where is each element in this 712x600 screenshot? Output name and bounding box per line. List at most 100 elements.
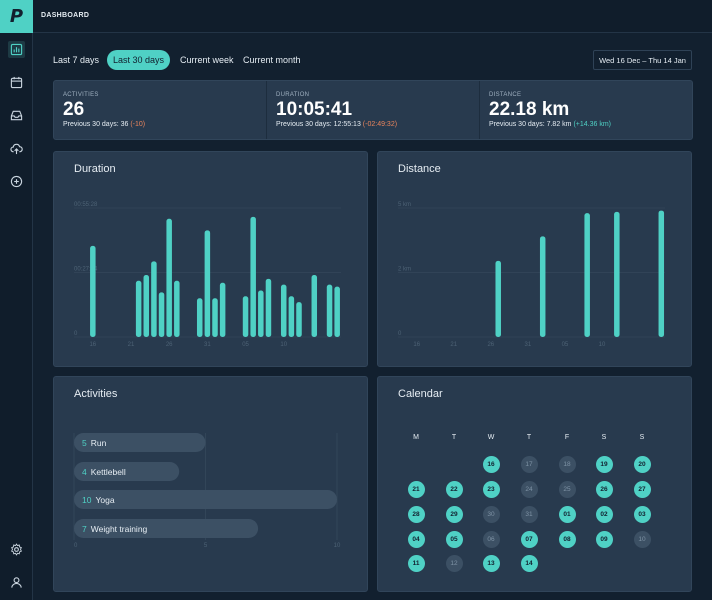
stat-divider xyxy=(479,81,480,139)
bar-chart-icon[interactable] xyxy=(8,41,25,58)
bar[interactable] xyxy=(212,298,218,337)
calendar-day[interactable]: 16 xyxy=(482,455,500,473)
bar[interactable] xyxy=(258,290,264,337)
calendar-day[interactable]: 04 xyxy=(407,530,425,548)
x-tick-label: 26 xyxy=(487,342,494,348)
activity-bar[interactable] xyxy=(74,433,206,452)
plus-circle-icon[interactable] xyxy=(8,173,25,190)
bar[interactable] xyxy=(280,284,287,337)
stat-duration: DURATION 10:05:41 Previous 30 days: 12:5… xyxy=(267,81,479,139)
bar[interactable] xyxy=(166,218,172,337)
weekday-label: T xyxy=(526,434,532,441)
calendar-day[interactable]: 23 xyxy=(482,480,500,498)
calendar-day[interactable]: 26 xyxy=(595,480,613,498)
calendar-day[interactable]: 18 xyxy=(558,455,576,473)
bar[interactable] xyxy=(334,286,340,337)
y-tick-label: 2 km xyxy=(398,267,411,273)
activity-bar[interactable] xyxy=(74,462,180,481)
stat-previous-label: Previous 30 days: 36 xyxy=(63,121,129,128)
bar[interactable] xyxy=(250,216,256,337)
y-tick-label: 5 km xyxy=(398,202,411,208)
duration-panel: Duration 0 00:27:44 00:55:28 16 21 26 31 05 10 xyxy=(53,151,368,367)
activity-label: 4 Kettlebell xyxy=(82,467,126,477)
bar[interactable] xyxy=(204,230,211,337)
calendar-day[interactable]: 21 xyxy=(407,480,425,498)
calendar-day[interactable]: 14 xyxy=(520,554,538,572)
calendar-day[interactable]: 25 xyxy=(558,480,576,498)
activity-label: 5 Run xyxy=(82,438,106,448)
calendar-icon[interactable] xyxy=(8,74,25,91)
calendar-day[interactable]: 12 xyxy=(445,554,463,572)
stat-label: ACTIVITIES xyxy=(63,92,99,98)
calendar-day[interactable]: 01 xyxy=(558,505,576,523)
bar[interactable] xyxy=(265,278,272,337)
calendar-day[interactable]: 27 xyxy=(633,480,651,498)
calendar-day[interactable]: 10 xyxy=(633,530,651,548)
date-range-picker[interactable]: Wed 16 Dec – Thu 14 Jan xyxy=(593,50,692,70)
panel-title: Distance xyxy=(398,163,441,175)
bar[interactable] xyxy=(151,261,157,337)
user-icon[interactable] xyxy=(8,574,25,591)
calendar-day[interactable]: 08 xyxy=(558,530,576,548)
calendar-day[interactable]: 22 xyxy=(445,480,463,498)
filter-last-30-days[interactable]: Last 30 days xyxy=(107,50,171,70)
calendar-day[interactable]: 24 xyxy=(520,480,538,498)
calendar-day[interactable]: 11 xyxy=(407,554,425,572)
stat-change: (-02:49:32) xyxy=(362,121,398,128)
bar[interactable] xyxy=(90,245,96,337)
weekday-label: F xyxy=(564,434,570,441)
activity-bar[interactable] xyxy=(74,519,259,538)
weekday-label: T xyxy=(451,434,457,441)
x-tick-label: 5 xyxy=(204,543,208,549)
cloud-upload-icon[interactable] xyxy=(8,140,25,157)
bar[interactable] xyxy=(296,302,302,337)
x-tick-label: 16 xyxy=(89,342,96,348)
calendar-day[interactable]: 17 xyxy=(520,455,538,473)
bar[interactable] xyxy=(495,260,501,337)
bar[interactable] xyxy=(158,292,165,337)
bar[interactable] xyxy=(196,298,203,337)
panel-title: Activities xyxy=(74,388,118,400)
bar[interactable] xyxy=(658,210,665,337)
stat-previous-label: Previous 30 days: 12:55:13 xyxy=(276,121,361,128)
topbar: DASHBOARD xyxy=(33,0,712,33)
bar[interactable] xyxy=(311,274,318,337)
calendar-day[interactable]: 02 xyxy=(595,505,613,523)
calendar-day[interactable]: 19 xyxy=(595,455,613,473)
bar[interactable] xyxy=(614,211,620,337)
activity-name: Kettlebell xyxy=(90,467,126,477)
filter-last-7-days[interactable]: Last 7 days xyxy=(53,55,100,65)
bar[interactable] xyxy=(539,236,546,337)
weekday-label: W xyxy=(487,434,495,441)
bar[interactable] xyxy=(219,282,226,337)
filter-current-month[interactable]: Current month xyxy=(243,55,301,65)
calendar-day[interactable]: 06 xyxy=(482,530,500,548)
calendar-day[interactable]: 29 xyxy=(445,505,463,523)
calendar-day[interactable]: 07 xyxy=(520,530,538,548)
x-tick-label: 31 xyxy=(204,342,211,348)
calendar-day[interactable]: 28 xyxy=(407,505,425,523)
bar[interactable] xyxy=(174,280,180,337)
calendar-day[interactable]: 20 xyxy=(633,455,651,473)
y-tick-label: 0 xyxy=(74,331,78,337)
calendar-day[interactable]: 03 xyxy=(633,505,651,523)
calendar-day[interactable]: 05 xyxy=(445,530,463,548)
distance-panel: Distance 0 2 km 5 km 16 21 26 31 05 10 xyxy=(377,151,692,367)
activity-bar[interactable] xyxy=(74,490,337,509)
filter-current-week[interactable]: Current week xyxy=(180,55,234,65)
bar[interactable] xyxy=(135,280,142,337)
bar[interactable] xyxy=(584,213,590,337)
calendar-day[interactable]: 31 xyxy=(520,505,538,523)
bar[interactable] xyxy=(143,274,150,337)
bar[interactable] xyxy=(288,296,295,337)
app-logo[interactable]: P xyxy=(0,0,33,33)
calendar-day[interactable]: 13 xyxy=(482,554,500,572)
inbox-icon[interactable] xyxy=(8,107,25,124)
calendar-day[interactable]: 09 xyxy=(595,530,613,548)
gear-icon[interactable] xyxy=(8,541,25,558)
bar[interactable] xyxy=(326,284,333,337)
bar[interactable] xyxy=(242,296,249,337)
calendar-day[interactable]: 30 xyxy=(482,505,500,523)
stat-value: 26 xyxy=(63,99,85,120)
weekday-label: S xyxy=(639,434,645,441)
